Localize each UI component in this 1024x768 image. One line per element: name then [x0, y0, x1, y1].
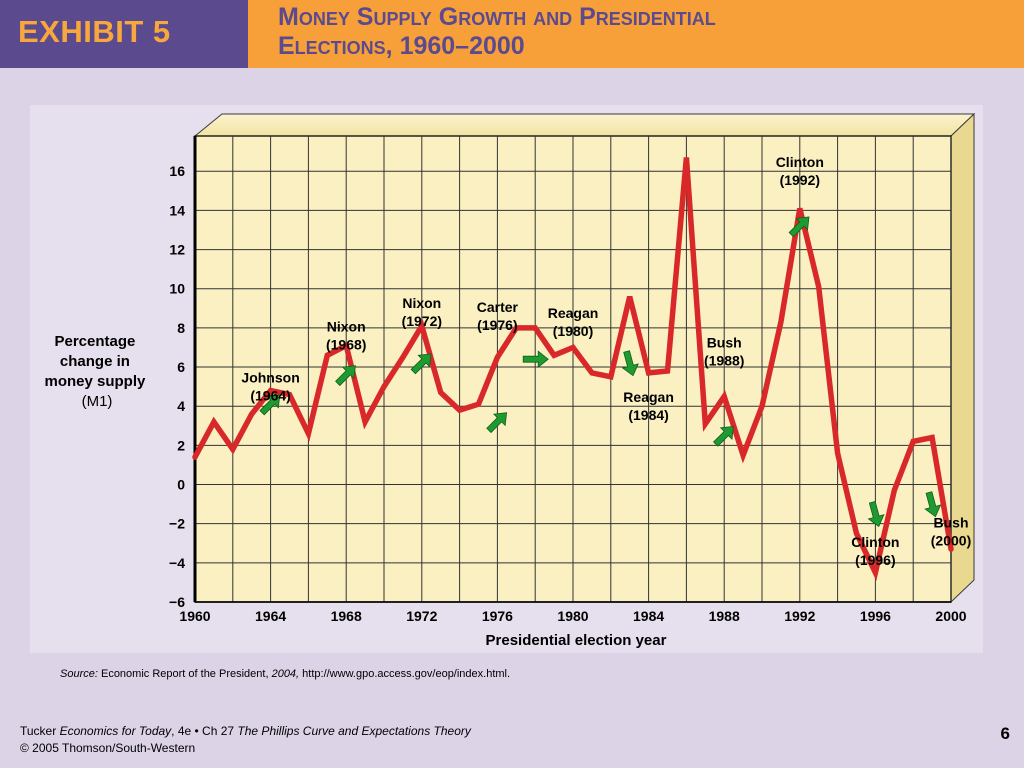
- election-label: Reagan (1980): [548, 305, 599, 339]
- y-tick-label: 0: [177, 477, 185, 493]
- footer-line-1: Tucker Economics for Today, 4e • Ch 27 T…: [20, 723, 471, 740]
- title-box: Money Supply Growth and Presidential Ele…: [248, 0, 1024, 68]
- source-note: Source: Economic Report of the President…: [60, 668, 510, 680]
- y-tick-label: 8: [177, 320, 185, 336]
- election-arrow-icon: [788, 216, 810, 238]
- x-tick-label: 1980: [557, 608, 588, 624]
- y-label-line-1: Percentage: [54, 333, 135, 350]
- election-arrow-icon: [486, 412, 508, 434]
- title-line-1: Money Supply Growth and Presidential: [278, 3, 716, 31]
- slide-header: EXHIBIT 5 Money Supply Growth and Presid…: [0, 0, 1024, 68]
- y-tick-label: 2: [177, 437, 185, 453]
- footer-author: Tucker: [20, 724, 60, 738]
- election-arrow-icon: [522, 350, 549, 369]
- source-year: 2004,: [271, 668, 300, 680]
- election-arrow-icon: [713, 425, 734, 447]
- y-tick-label: 12: [169, 242, 185, 258]
- chart-top-face: [193, 113, 976, 137]
- election-arrow-icon: [259, 394, 281, 416]
- election-arrow-icon: [335, 365, 356, 387]
- y-tick-label: 4: [177, 398, 185, 414]
- y-tick-label: 6: [177, 359, 185, 375]
- y-tick-label: 16: [169, 163, 185, 179]
- slide-title: Money Supply Growth and Presidential Ele…: [278, 3, 716, 61]
- x-tick-label: 1996: [860, 608, 891, 624]
- x-tick-label: 1976: [482, 608, 513, 624]
- grid-lines: [194, 136, 952, 603]
- footer-book: Economics for Today: [59, 724, 172, 738]
- election-arrow-icon: [621, 350, 639, 377]
- x-tick-label: 1968: [331, 608, 362, 624]
- footer-copyright: © 2005 Thomson/South-Western: [20, 741, 196, 755]
- series-line-m1: [192, 157, 954, 581]
- x-axis-label: Presidential election year: [486, 632, 667, 649]
- election-arrow-icon: [867, 501, 885, 528]
- election-label: Nixon (1968): [326, 319, 366, 353]
- election-label: Reagan (1984): [623, 389, 674, 423]
- exhibit-label: EXHIBIT 5: [18, 14, 171, 49]
- footer-edition: , 4e • Ch 27: [171, 724, 238, 738]
- x-tick-label: 1972: [406, 608, 437, 624]
- election-arrow-icon: [410, 353, 432, 375]
- election-label: Nixon (1972): [402, 295, 442, 329]
- y-label-line-3: money supply: [44, 373, 146, 390]
- footer-credits: Tucker Economics for Today, 4e • Ch 27 T…: [20, 723, 471, 757]
- y-axis-label: Percentage change in money supply (M1): [44, 333, 149, 410]
- source-url: http://www.gpo.access.gov/eop/index.html…: [299, 668, 511, 680]
- source-text: Economic Report of the President,: [97, 668, 272, 680]
- title-line-2: Elections, 1960–2000: [278, 32, 525, 60]
- y-label-line-2: change in: [60, 353, 130, 370]
- y-tick-label: 10: [169, 281, 185, 297]
- x-tick-label: 1960: [179, 608, 210, 624]
- x-tick-label: 1988: [709, 608, 740, 624]
- footer-chapter: The Phillips Curve and Expectations Theo…: [237, 724, 471, 738]
- election-label: Clinton (1996): [851, 534, 899, 568]
- y-tick-label: −6: [169, 594, 185, 610]
- election-annotations: Johnson (1964) Nixon (1968) Nixon (1972) Carte…: [241, 154, 971, 568]
- election-arrows: [259, 216, 942, 528]
- x-tick-label: 1992: [784, 608, 815, 624]
- election-label: Bush (1988): [704, 334, 744, 368]
- y-tick-label: 14: [169, 202, 185, 218]
- y-tick-label: −2: [169, 516, 185, 532]
- election-arrow-icon: [924, 491, 942, 518]
- election-label: Clinton (1992): [776, 154, 824, 188]
- election-label: Bush (2000): [931, 515, 971, 549]
- page-number: 6: [1000, 724, 1010, 743]
- y-label-line-4: (M1): [82, 393, 113, 410]
- x-tick-label: 2000: [935, 608, 966, 624]
- exhibit-box: EXHIBIT 5: [0, 0, 248, 68]
- source-label: Source:: [60, 668, 98, 680]
- y-tick-labels: −6 −4 −2 0 2 4 6 8 10 12 14 16: [169, 163, 185, 610]
- x-tick-label: 1964: [255, 608, 286, 624]
- x-tick-labels: 1960 1964 1968 1972 1976 1980 1984 1988 1992 1996…: [179, 608, 966, 624]
- election-label: Carter (1976): [477, 299, 519, 333]
- x-tick-label: 1984: [633, 608, 664, 624]
- election-label: Johnson (1964): [241, 370, 299, 404]
- y-tick-label: −4: [169, 555, 185, 571]
